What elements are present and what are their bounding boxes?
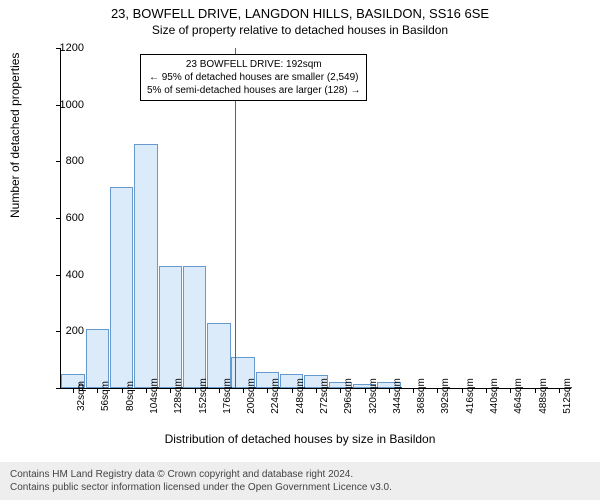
x-tick-mark [535, 388, 536, 393]
y-tick-label: 1000 [44, 99, 84, 111]
x-tick-label: 416sqm [465, 378, 476, 414]
histogram-bar [134, 144, 157, 388]
x-tick-mark [267, 388, 268, 393]
annotation-line1: 23 BOWFELL DRIVE: 192sqm [147, 58, 360, 71]
x-tick-mark [413, 388, 414, 393]
x-tick-mark [559, 388, 560, 393]
x-tick-mark [122, 388, 123, 393]
x-tick-label: 80sqm [125, 381, 136, 411]
annotation-line3: 5% of semi-detached houses are larger (1… [147, 84, 360, 97]
x-tick-label: 296sqm [343, 378, 354, 414]
y-tick-label: 800 [44, 155, 84, 167]
x-tick-label: 488sqm [538, 378, 549, 414]
x-tick-label: 176sqm [222, 378, 233, 414]
y-tick-label: 600 [44, 212, 84, 224]
chart-area: 23 BOWFELL DRIVE: 192sqm ← 95% of detach… [60, 48, 570, 388]
x-tick-label: 392sqm [440, 378, 451, 414]
x-tick-mark [170, 388, 171, 393]
x-tick-mark [316, 388, 317, 393]
footer: Contains HM Land Registry data © Crown c… [0, 462, 600, 500]
x-tick-mark [146, 388, 147, 393]
x-tick-label: 152sqm [198, 378, 209, 414]
histogram-bar [159, 266, 182, 388]
x-tick-label: 272sqm [319, 378, 330, 414]
histogram-bar [110, 187, 133, 388]
x-tick-mark [195, 388, 196, 393]
y-tick-label: 400 [44, 269, 84, 281]
footer-line2: Contains public sector information licen… [10, 481, 590, 494]
x-tick-mark [365, 388, 366, 393]
x-tick-label: 56sqm [100, 381, 111, 411]
x-tick-mark [389, 388, 390, 393]
x-tick-label: 368sqm [416, 378, 427, 414]
page-title: 23, BOWFELL DRIVE, LANGDON HILLS, BASILD… [0, 0, 600, 21]
x-tick-label: 320sqm [368, 378, 379, 414]
x-tick-label: 104sqm [149, 378, 160, 414]
x-tick-label: 464sqm [513, 378, 524, 414]
x-axis-label: Distribution of detached houses by size … [0, 432, 600, 446]
x-tick-mark [340, 388, 341, 393]
annotation-line2: ← 95% of detached houses are smaller (2,… [147, 71, 360, 84]
x-tick-mark [219, 388, 220, 393]
x-tick-label: 224sqm [270, 378, 281, 414]
y-tick-label: 200 [44, 325, 84, 337]
x-tick-mark [97, 388, 98, 393]
y-axis-label: Number of detached properties [8, 53, 22, 218]
x-tick-label: 512sqm [562, 378, 573, 414]
annotation-box: 23 BOWFELL DRIVE: 192sqm ← 95% of detach… [140, 54, 367, 101]
footer-line1: Contains HM Land Registry data © Crown c… [10, 468, 590, 481]
x-tick-label: 128sqm [173, 378, 184, 414]
x-tick-label: 200sqm [246, 378, 257, 414]
y-tick-label: 1200 [44, 42, 84, 54]
x-tick-label: 32sqm [76, 381, 87, 411]
histogram-bar [183, 266, 206, 388]
x-tick-mark [437, 388, 438, 393]
x-tick-label: 248sqm [295, 378, 306, 414]
page-subtitle: Size of property relative to detached ho… [0, 21, 600, 37]
x-tick-mark [462, 388, 463, 393]
histogram-bar [86, 329, 109, 389]
x-tick-mark [292, 388, 293, 393]
x-tick-label: 440sqm [489, 378, 500, 414]
x-tick-label: 344sqm [392, 378, 403, 414]
chart-container: 23, BOWFELL DRIVE, LANGDON HILLS, BASILD… [0, 0, 600, 500]
x-tick-mark [486, 388, 487, 393]
x-tick-mark [510, 388, 511, 393]
x-tick-mark [243, 388, 244, 393]
